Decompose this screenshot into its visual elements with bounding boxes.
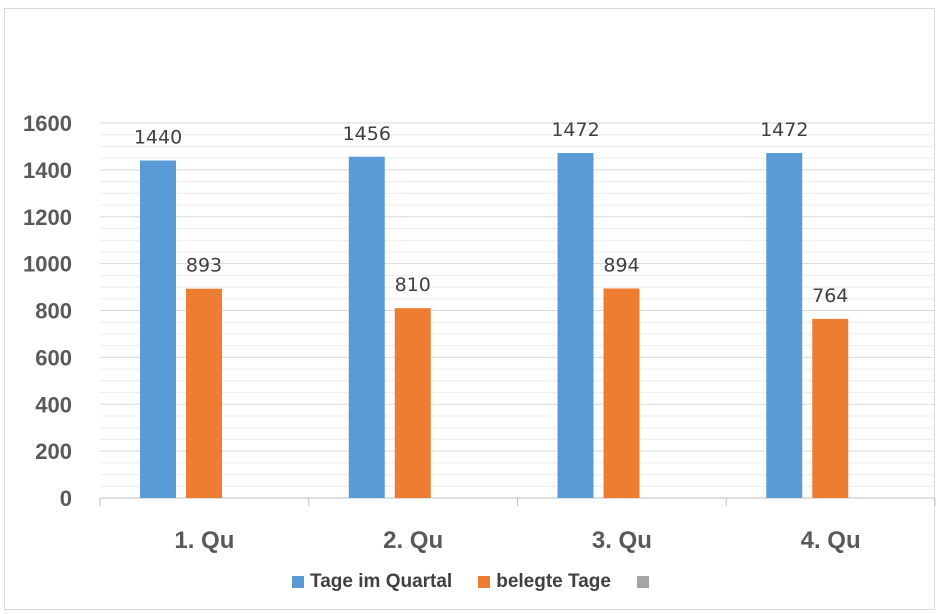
- data-label: 764: [812, 285, 848, 307]
- x-category-label: 4. Qu: [801, 527, 861, 554]
- data-label: 894: [603, 254, 639, 276]
- bar: [140, 160, 176, 498]
- legend-swatch: [478, 576, 491, 588]
- data-label: 1440: [134, 127, 182, 149]
- legend-item: belegte Tage: [478, 571, 611, 593]
- x-category-label: 1. Qu: [174, 527, 234, 554]
- y-tick-label: 400: [35, 392, 72, 417]
- data-label: 810: [395, 274, 431, 296]
- bar: [603, 288, 640, 498]
- data-label: 1472: [551, 119, 599, 141]
- legend-label: Tage im Quartal: [310, 571, 453, 592]
- y-axis: 0 200 400 600 800 1000 1200 1400 1600: [23, 111, 72, 511]
- bar: [812, 318, 849, 498]
- y-tick-label: 1400: [23, 158, 72, 183]
- y-tick-label: 200: [35, 439, 72, 464]
- y-tick-label: 600: [35, 345, 72, 370]
- legend-item: [636, 576, 649, 588]
- y-tick-label: 0: [60, 486, 72, 511]
- bar: [766, 153, 803, 498]
- data-label: 1456: [343, 123, 391, 145]
- data-labels: 1440 893 1456 810 1472 894 1472 764: [134, 119, 849, 307]
- x-category-label: 2. Qu: [383, 527, 443, 554]
- y-tick-label: 1200: [23, 205, 72, 230]
- bar: [557, 153, 594, 498]
- y-tick-label: 1000: [23, 252, 72, 277]
- gridlines: [100, 122, 935, 487]
- bar: [186, 288, 222, 498]
- x-category-label: 3. Qu: [592, 527, 652, 554]
- legend-swatch: [636, 576, 649, 588]
- y-tick-label: 1600: [23, 111, 72, 136]
- y-tick-label: 800: [35, 299, 72, 324]
- legend-swatch: [292, 576, 305, 588]
- data-label: 893: [186, 255, 222, 277]
- bar: [394, 308, 431, 498]
- x-axis: 1. Qu 2. Qu 3. Qu 4. Qu: [99, 497, 936, 554]
- data-label: 1472: [760, 119, 808, 141]
- legend: Tage im Quartal belegte Tage: [0, 571, 941, 593]
- legend-item: Tage im Quartal: [292, 571, 452, 593]
- bar: [348, 156, 385, 498]
- legend-label: belegte Tage: [496, 571, 611, 592]
- bars: [140, 153, 849, 498]
